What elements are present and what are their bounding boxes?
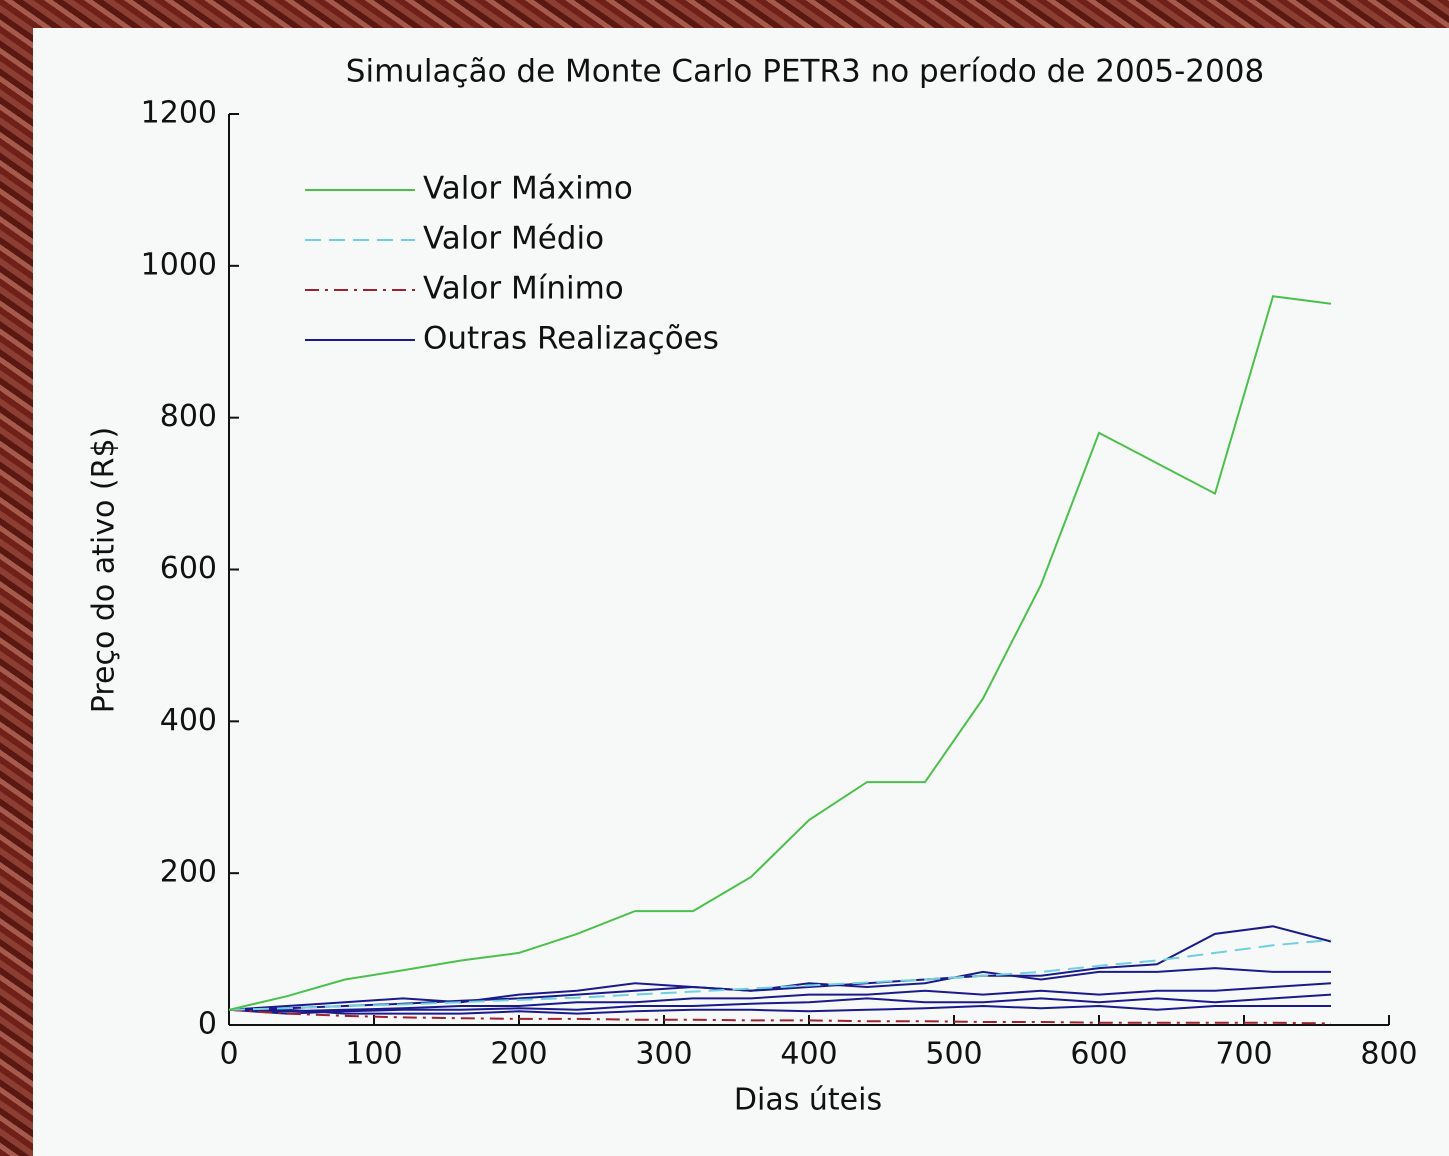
y-tick-label: 1200 (141, 96, 217, 131)
legend-label: Valor Mínimo (423, 271, 624, 307)
x-tick-label: 0 (219, 1037, 238, 1072)
x-tick-label: 700 (1215, 1037, 1272, 1072)
x-tick-label: 500 (925, 1037, 982, 1072)
x-tick-label: 800 (1360, 1037, 1417, 1072)
page: {"chart_data": {"type": "line", "title":… (0, 0, 1449, 1156)
y-tick-label: 200 (160, 855, 217, 890)
x-tick-label: 100 (345, 1037, 402, 1072)
x-tick-label: 300 (635, 1037, 692, 1072)
x-tick-label: 600 (1070, 1037, 1127, 1072)
x-tick-label: 400 (780, 1037, 837, 1072)
x-tick-label: 200 (490, 1037, 547, 1072)
chart-title: Simulação de Monte Carlo PETR3 no períod… (346, 54, 1264, 90)
y-axis-label: Preço do ativo (R$) (87, 427, 122, 713)
y-tick-label: 600 (160, 551, 217, 586)
y-tick-label: 800 (160, 399, 217, 434)
chart: Simulação de Monte Carlo PETR3 no períod… (0, 0, 1449, 1156)
y-tick-label: 1000 (141, 247, 217, 282)
x-axis-label: Dias úteis (734, 1083, 882, 1118)
y-tick-label: 400 (160, 703, 217, 738)
legend-label: Valor Médio (423, 221, 604, 257)
legend-label: Outras Realizações (423, 321, 719, 357)
legend-label: Valor Máximo (423, 171, 633, 207)
figure-panel (33, 28, 1449, 1156)
y-tick-label: 0 (198, 1007, 217, 1042)
